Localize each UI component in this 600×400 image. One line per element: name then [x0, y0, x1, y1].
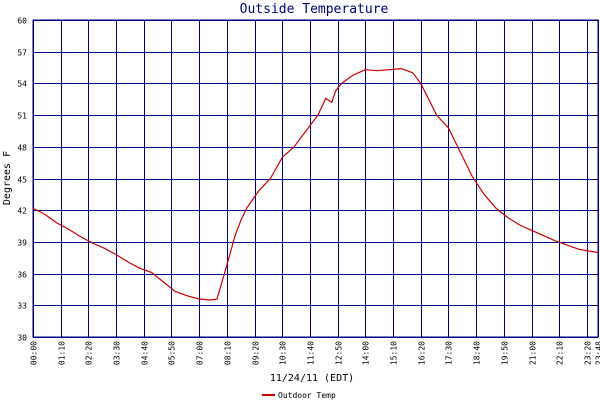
y-tick-label: 39: [17, 239, 27, 248]
x-tick-label: 17:30: [445, 341, 454, 365]
chart-grid: [32, 19, 599, 338]
x-tick-label: 19:50: [501, 341, 510, 365]
x-tick-label: 14:00: [362, 341, 371, 365]
x-tick-label: 10:30: [279, 341, 288, 365]
x-tick-label: 11:40: [307, 341, 316, 365]
x-tick-label: 23:20: [584, 341, 593, 365]
legend: Outdoor Temp: [262, 391, 336, 400]
plot-frame: [32, 19, 599, 338]
x-tick-label: 18:40: [473, 341, 482, 365]
series-line-outdoor-temp: [32, 67, 599, 301]
y-tick-labels: 30 33 36 39 42 45 48 51 54 57 60: [17, 17, 27, 343]
legend-label: Outdoor Temp: [278, 391, 336, 400]
x-axis-label: 11/24/11 (EDT): [270, 373, 354, 384]
y-tick-label: 36: [17, 271, 27, 280]
y-tick-label: 48: [17, 144, 27, 153]
x-tick-labels: 00:00 01:10 02:20 03:30 04:40 05:50 07:00 08:10…: [30, 341, 600, 365]
y-axis-label: Degrees F: [2, 151, 13, 205]
x-tick-label: 04:40: [141, 341, 150, 365]
x-tick-label: 00:00: [30, 341, 39, 365]
x-tick-label: 15:10: [390, 341, 399, 365]
x-tick-label: 23:48: [595, 341, 600, 365]
x-tick-label: 01:10: [58, 341, 67, 365]
y-tick-label: 57: [17, 49, 27, 58]
x-tick-label: 21:00: [529, 341, 538, 365]
x-tick-label: 05:50: [168, 341, 177, 365]
x-tick-label: 07:00: [196, 341, 205, 365]
y-tick-label: 60: [17, 17, 27, 26]
y-tick-label: 51: [17, 112, 27, 121]
x-tick-label: 16:20: [418, 341, 427, 365]
y-tick-label: 33: [17, 302, 27, 311]
x-tick-label: 02:20: [85, 341, 94, 365]
series-layer: [32, 67, 599, 301]
x-tick-label: 03:30: [113, 341, 122, 365]
x-tick-label: 08:10: [224, 341, 233, 365]
y-tick-label: 42: [17, 207, 27, 216]
x-tick-label: 09:20: [252, 341, 261, 365]
x-tick-label: 12:50: [335, 341, 344, 365]
y-tick-label: 54: [17, 80, 27, 89]
chart-title: Outside Temperature: [240, 2, 389, 17]
x-tick-label: 22:10: [556, 341, 565, 365]
y-tick-label: 30: [17, 334, 27, 343]
y-tick-label: 45: [17, 176, 27, 185]
